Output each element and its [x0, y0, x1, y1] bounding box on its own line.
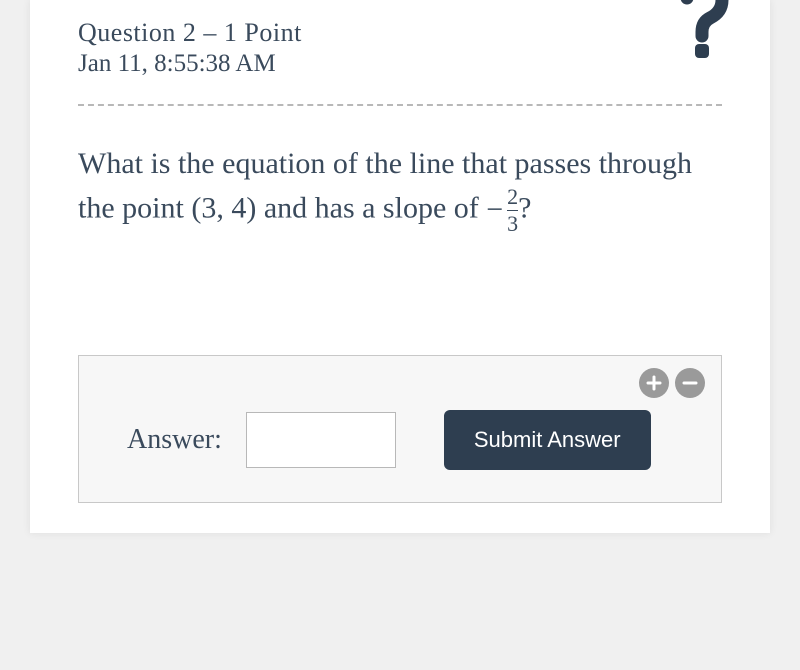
timestamp-label: Jan 11, 8:55:38 AM — [78, 50, 722, 78]
panel-controls — [639, 368, 705, 398]
question-number-label: Question 2 – 1 Point — [78, 18, 722, 48]
fraction-numerator: 2 — [507, 186, 518, 210]
question-card: Question 2 – 1 Point Jan 11, 8:55:38 AM … — [30, 0, 770, 533]
question-point: (3, 4) — [191, 191, 256, 224]
question-text: What is the equation of the line that pa… — [78, 142, 722, 235]
question-mark: ? — [518, 191, 531, 224]
minus-icon — [682, 375, 698, 391]
fraction-denominator: 3 — [507, 210, 518, 235]
slope-fraction: −23 — [486, 186, 518, 235]
answer-input[interactable] — [246, 412, 396, 468]
question-body: What is the equation of the line that pa… — [30, 106, 770, 255]
help-icon[interactable] — [672, 0, 732, 65]
submit-answer-button[interactable]: Submit Answer — [444, 410, 651, 470]
remove-button[interactable] — [675, 368, 705, 398]
answer-label: Answer: — [127, 424, 222, 456]
fraction: 23 — [507, 186, 518, 235]
slope-sign: − — [486, 188, 503, 232]
add-button[interactable] — [639, 368, 669, 398]
answer-panel: Answer: Submit Answer — [78, 355, 722, 503]
question-text-part2: and has a slope of — [256, 191, 486, 224]
plus-icon — [646, 375, 662, 391]
question-header: Question 2 – 1 Point Jan 11, 8:55:38 AM — [30, 0, 770, 86]
answer-row: Answer: Submit Answer — [103, 410, 697, 470]
